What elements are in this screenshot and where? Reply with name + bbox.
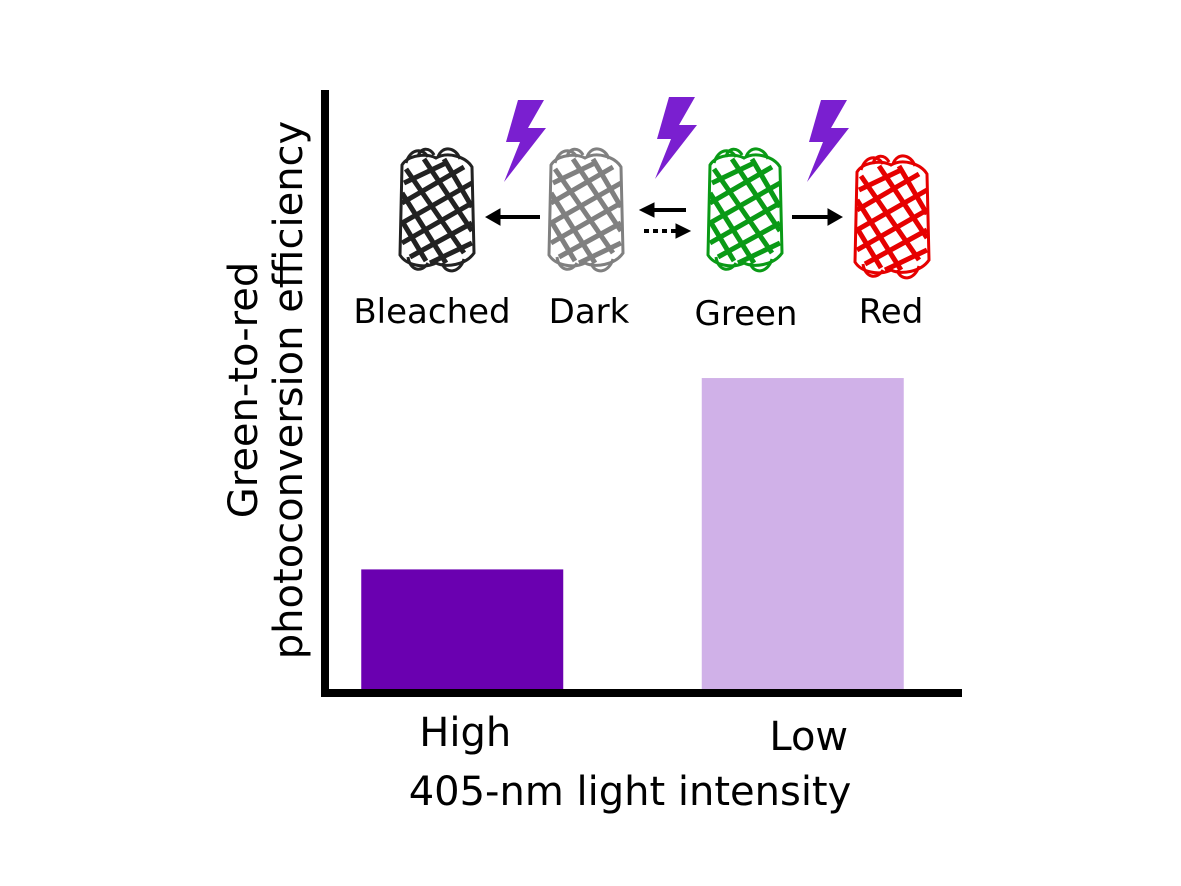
photoconversion-schematic: Bleached Dark Green Red bbox=[353, 97, 929, 334]
barrel-protein-icon bbox=[855, 156, 929, 278]
state-label-bleached: Bleached bbox=[353, 292, 510, 332]
x-tick-labels: High Low bbox=[419, 710, 848, 760]
y-axis-label-line-2: photoconversion efficiency bbox=[266, 121, 312, 659]
state-label-red: Red bbox=[859, 292, 924, 332]
arrow-green-to-dark bbox=[638, 202, 686, 218]
barrel-protein-icon bbox=[400, 149, 474, 271]
lightning-bolt-icon bbox=[504, 100, 546, 182]
x-axis-label: 405-nm light intensity bbox=[409, 769, 852, 815]
lightning-bolt-icon bbox=[655, 97, 697, 179]
lightning-bolt-icon bbox=[807, 100, 849, 182]
bars-group bbox=[361, 378, 904, 689]
arrow-green-to-red bbox=[792, 208, 844, 226]
state-label-dark: Dark bbox=[549, 292, 630, 332]
arrow-dark-to-green-dotted bbox=[644, 223, 692, 239]
arrow-dark-to-bleached bbox=[484, 208, 540, 226]
bar-high bbox=[361, 569, 564, 689]
y-axis-label-line-1: Green-to-red bbox=[221, 262, 267, 518]
bar-low bbox=[701, 378, 904, 689]
x-tick-label-low: Low bbox=[769, 714, 848, 760]
state-label-green: Green bbox=[695, 294, 798, 334]
barrel-protein-icon bbox=[708, 149, 782, 271]
barrel-protein-icon bbox=[549, 149, 623, 271]
y-axis-label: Green-to-red photoconversion efficiency bbox=[221, 121, 312, 659]
x-tick-label-high: High bbox=[419, 710, 511, 756]
